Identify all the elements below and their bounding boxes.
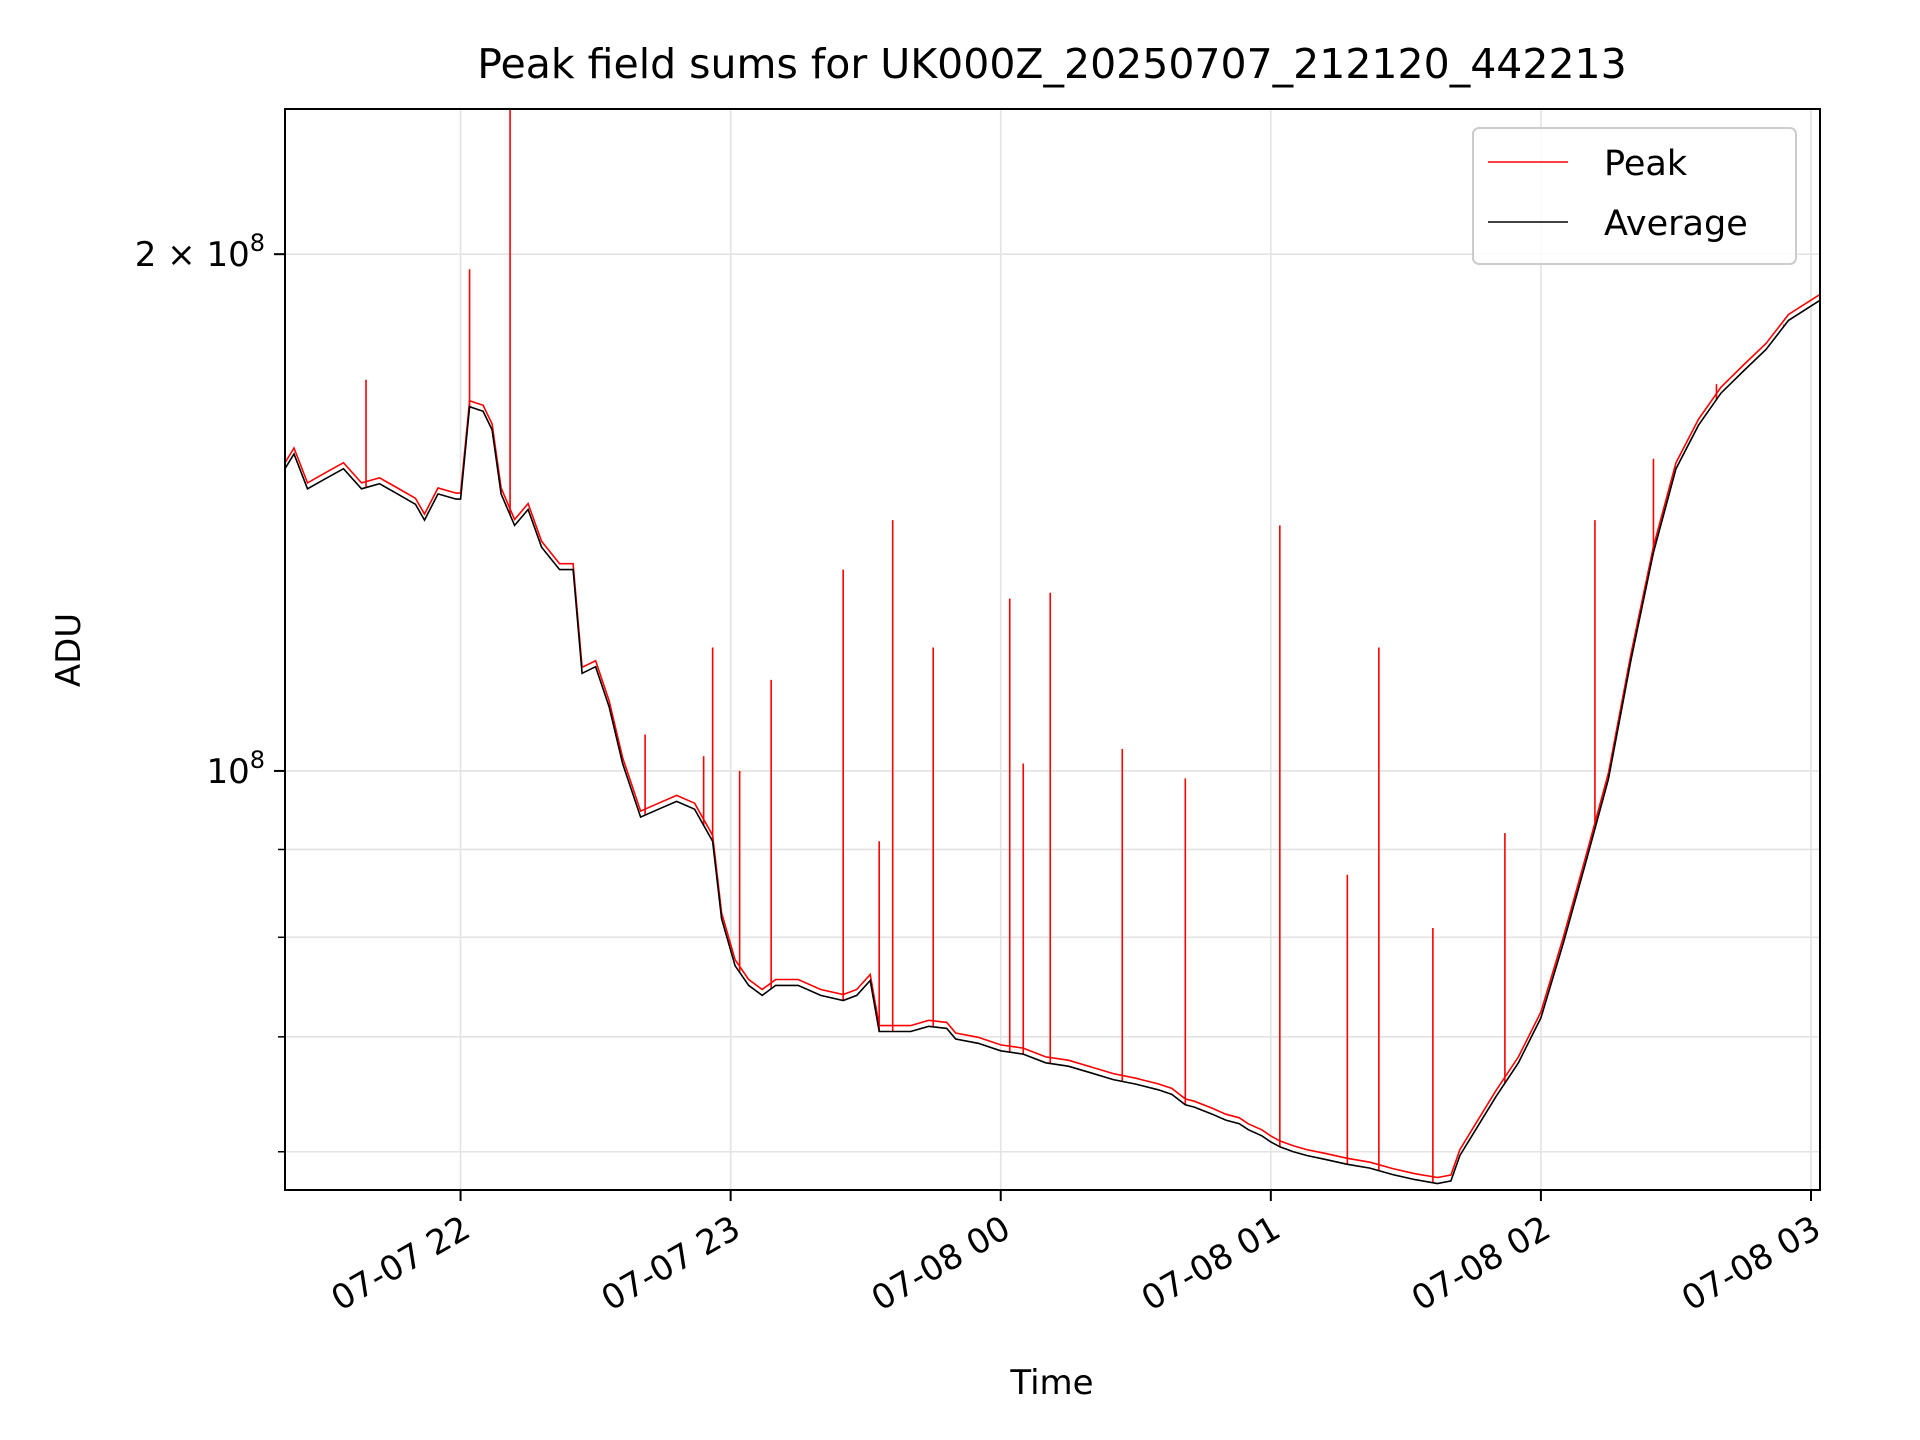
legend-label-peak: Peak — [1604, 144, 1688, 184]
plot-frame — [284, 108, 1821, 1191]
y-axis: 108 2 × 108 — [135, 229, 285, 1153]
chart-title: Peak field sums for UK000Z_20250707_2121… — [477, 40, 1626, 88]
legend: Peak Average — [1472, 127, 1797, 265]
x-axis-label: Time — [1009, 1363, 1093, 1403]
y-axis-label: ADU — [49, 613, 89, 687]
y-tick-label: 2 × 108 — [135, 229, 265, 275]
grid — [285, 109, 1820, 1190]
series-layer — [285, 109, 1820, 1185]
series-peak-line — [285, 293, 1820, 1179]
series-average-line — [285, 299, 1820, 1185]
y-tick-label: 108 — [206, 746, 265, 792]
legend-label-average: Average — [1604, 204, 1748, 244]
